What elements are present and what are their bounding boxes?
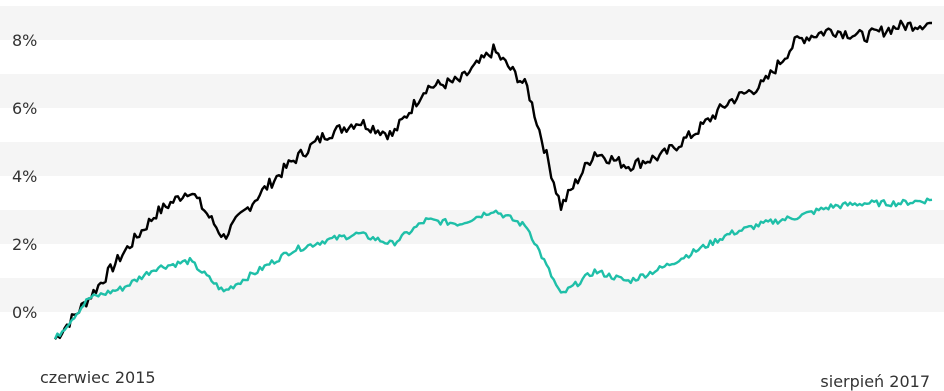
series-line-teal: [53, 197, 933, 340]
y-axis-ticks: 0% 2% 4% 6% 8%: [12, 31, 37, 322]
y-tick-label: 0%: [12, 303, 37, 322]
y-tick-label: 6%: [12, 99, 37, 118]
background-band: [0, 142, 944, 176]
background-band: [0, 6, 944, 40]
y-tick-label: 2%: [12, 235, 37, 254]
y-tick-label: 4%: [12, 167, 37, 186]
x-axis-start-label: czerwiec 2015: [40, 368, 156, 387]
background-bands: [0, 6, 944, 312]
y-tick-label: 8%: [12, 31, 37, 50]
background-band: [0, 74, 944, 108]
series-lines: [53, 19, 933, 340]
background-band: [0, 278, 944, 312]
x-axis-end-label: sierpień 2017: [820, 372, 930, 391]
series-line-black: [53, 19, 933, 340]
